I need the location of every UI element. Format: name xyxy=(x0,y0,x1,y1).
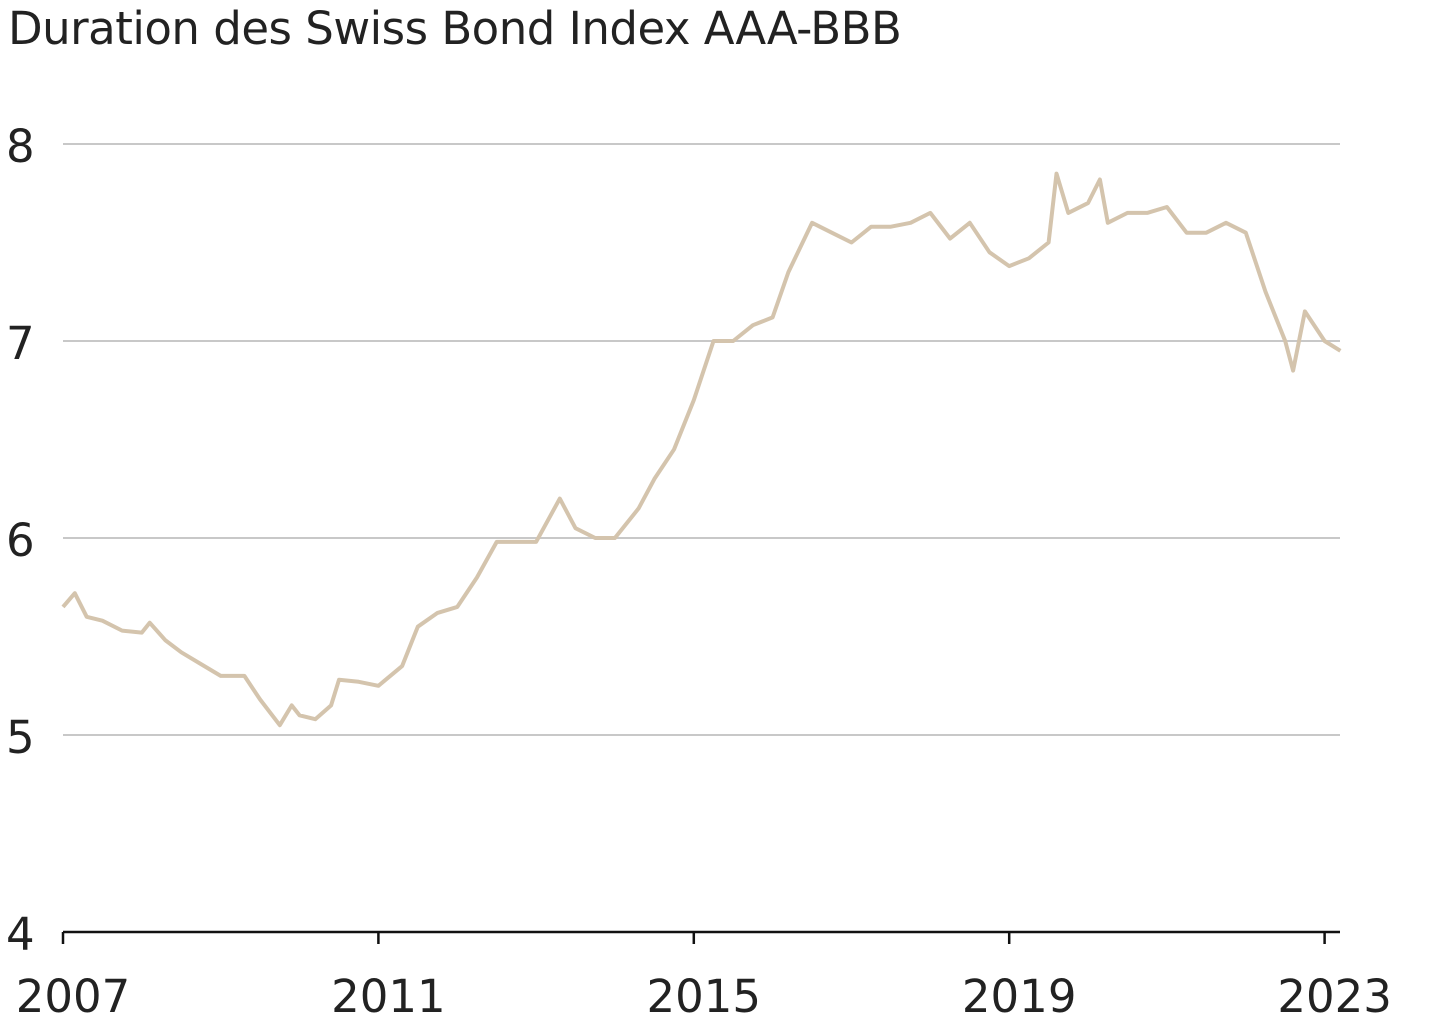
x-tick-label: 2007 xyxy=(16,970,131,1023)
x-tick-label: 2019 xyxy=(962,970,1077,1023)
series-line-duration xyxy=(61,171,1342,728)
y-tick-label: 4 xyxy=(6,908,35,961)
y-tick-label: 8 xyxy=(6,120,35,173)
y-tick-label: 7 xyxy=(6,317,35,370)
x-tick-label: 2015 xyxy=(647,970,762,1023)
x-tick-label: 2023 xyxy=(1277,970,1392,1023)
y-tick-label: 6 xyxy=(6,514,35,567)
chart-title: Duration des Swiss Bond Index AAA-BBB xyxy=(8,2,902,55)
x-tick-label: 2011 xyxy=(331,970,446,1023)
y-tick-label: 5 xyxy=(6,711,35,764)
